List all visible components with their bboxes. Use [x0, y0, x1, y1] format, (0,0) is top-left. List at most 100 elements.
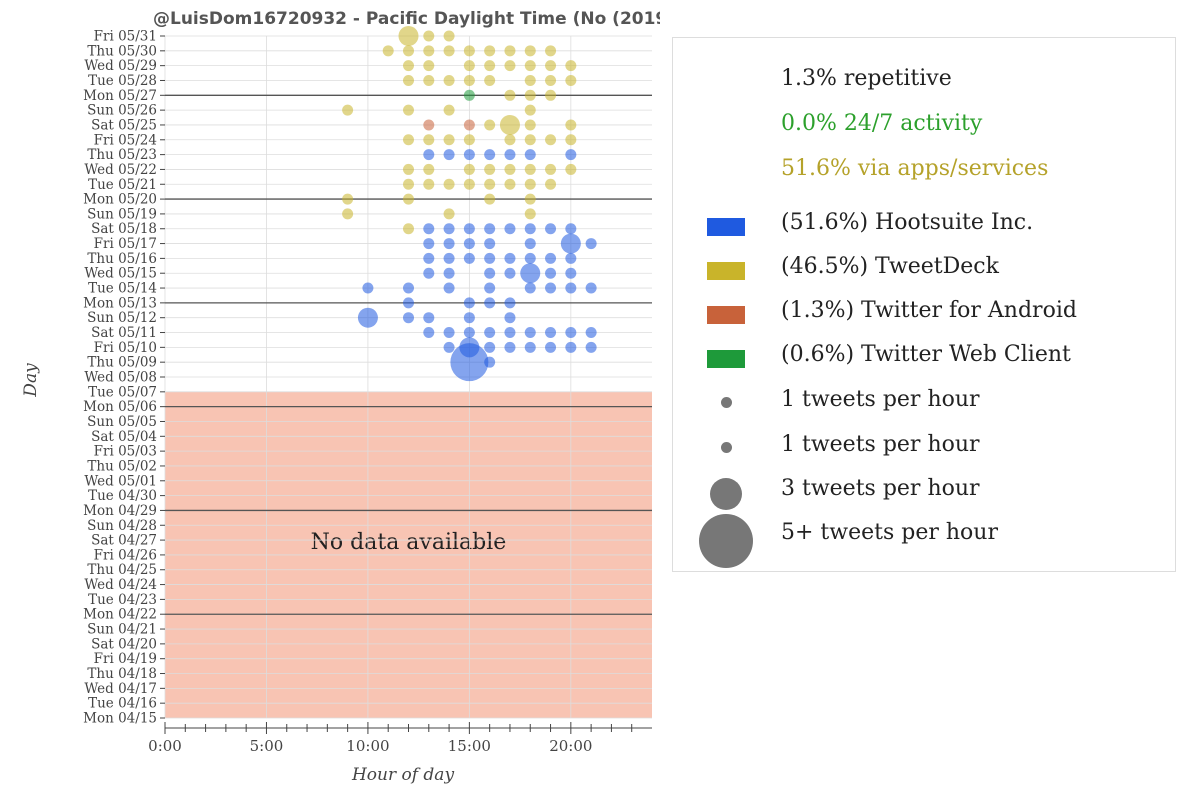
y-tick-label: Sun 05/05: [87, 414, 157, 430]
tweet-point: [504, 178, 516, 190]
y-tick-label: Mon 04/22: [83, 607, 157, 623]
tweet-point: [423, 252, 435, 264]
y-tick-label: Mon 04/15: [83, 711, 157, 727]
legend-size-label: 3 tweets per hour: [781, 476, 980, 501]
tweet-point: [423, 312, 435, 324]
tweet-point: [524, 134, 536, 146]
tweet-point: [403, 163, 414, 175]
tweet-point: [545, 223, 557, 235]
tweet-point: [403, 178, 414, 190]
tweet-point: [565, 74, 577, 86]
legend-size-label: 5+ tweets per hour: [781, 520, 998, 545]
twitter-android-swatch: [707, 306, 745, 324]
tweet-point: [524, 341, 536, 353]
y-tick-label: Fri 04/26: [94, 547, 157, 563]
tweet-point: [484, 163, 496, 175]
legend-label-twitter-web: (0.6%) Twitter Web Client: [781, 342, 1071, 367]
tweet-point: [403, 297, 414, 309]
chart-title: @LuisDom16720932 - Pacific Daylight Time…: [153, 9, 660, 29]
tweet-point: [463, 252, 475, 264]
tweet-point: [463, 223, 475, 235]
tweet-point: [463, 178, 475, 190]
tweet-point: [484, 149, 496, 161]
tweet-point: [504, 134, 516, 146]
x-tick-label: 10:00: [346, 737, 389, 755]
tweet-point: [565, 282, 577, 294]
tweet-point: [565, 134, 577, 146]
tweet-point: [565, 60, 577, 72]
tweet-point: [545, 341, 557, 353]
y-tick-label: Fri 05/31: [94, 29, 157, 45]
y-tick-label: Wed 05/08: [84, 370, 157, 386]
tweet-point: [423, 30, 435, 42]
tweet-point: [524, 238, 536, 250]
y-tick-label: Tue 05/14: [88, 281, 157, 297]
tweet-point: [524, 252, 536, 264]
tweet-point: [504, 252, 516, 264]
twitter-web-swatch: [707, 350, 745, 368]
tweet-point: [484, 178, 496, 190]
tweet-point: [565, 149, 577, 161]
tweet-point: [504, 149, 516, 161]
y-tick-label: Tue 04/30: [88, 488, 157, 504]
tweet-point: [463, 119, 475, 131]
tweet-point: [443, 282, 455, 294]
tweet-point: [463, 327, 475, 339]
tweet-point: [484, 238, 496, 250]
legend-item-twitter-android: (1.3%) Twitter for Android: [673, 292, 1175, 332]
activity-chart: @LuisDom16720932 - Pacific Daylight Time…: [21, 9, 660, 785]
tweet-point: [423, 119, 435, 131]
x-tick-label: 15:00: [448, 737, 491, 755]
y-tick-label: Tue 05/28: [88, 73, 157, 89]
tweet-point: [484, 223, 496, 235]
x-tick-label: 0:00: [148, 737, 182, 755]
tweet-point: [545, 89, 557, 101]
tweet-point: [545, 178, 557, 190]
y-tick-label: Sun 04/21: [87, 622, 157, 638]
tweet-point: [382, 45, 394, 57]
tweet-point: [443, 104, 455, 116]
tweet-point: [443, 341, 455, 353]
tweet-point: [342, 193, 354, 205]
y-tick-label: Sat 05/11: [91, 325, 157, 341]
y-tick-label: Sun 05/19: [87, 206, 157, 222]
y-tick-label: Thu 04/25: [87, 562, 157, 578]
tweet-point: [504, 223, 516, 235]
tweet-point: [524, 163, 536, 175]
tweet-point: [463, 238, 475, 250]
y-tick-label: Mon 05/20: [83, 192, 157, 208]
y-tick-label: Thu 05/09: [87, 355, 157, 371]
y-tick-label: Wed 04/24: [84, 577, 157, 593]
tweet-point: [524, 223, 536, 235]
tweet-point: [545, 252, 557, 264]
tweet-point: [524, 89, 536, 101]
tweet-point: [565, 327, 577, 339]
tweet-point: [545, 74, 557, 86]
x-axis-label: Hour of day: [351, 765, 454, 785]
tweet-point: [398, 26, 419, 46]
y-tick-label: Mon 05/27: [83, 88, 157, 104]
tweet-point: [524, 193, 536, 205]
size-marker-icon: [710, 478, 742, 510]
size-marker-icon: [699, 514, 753, 568]
tweet-point: [484, 119, 496, 131]
y-tick-label: Wed 04/17: [84, 681, 157, 697]
y-tick-label: Wed 05/01: [84, 473, 157, 489]
stat-repetitive: 1.3% repetitive: [781, 66, 952, 91]
tweet-point: [403, 134, 414, 146]
tweet-point: [443, 208, 455, 220]
tweet-point: [504, 327, 516, 339]
tweet-point: [585, 341, 597, 353]
y-axis-label: Day: [21, 363, 41, 398]
tweet-point: [423, 149, 435, 161]
tweet-point: [524, 45, 536, 57]
tweet-point: [484, 341, 496, 353]
tweet-point: [423, 163, 435, 175]
legend-item-hootsuite: (51.6%) Hootsuite Inc.: [673, 204, 1175, 244]
tweet-point: [403, 193, 414, 205]
y-tick-label: Fri 04/19: [94, 651, 157, 667]
tweet-point: [524, 60, 536, 72]
tweet-point: [504, 297, 516, 309]
size-marker-icon: [721, 442, 732, 453]
